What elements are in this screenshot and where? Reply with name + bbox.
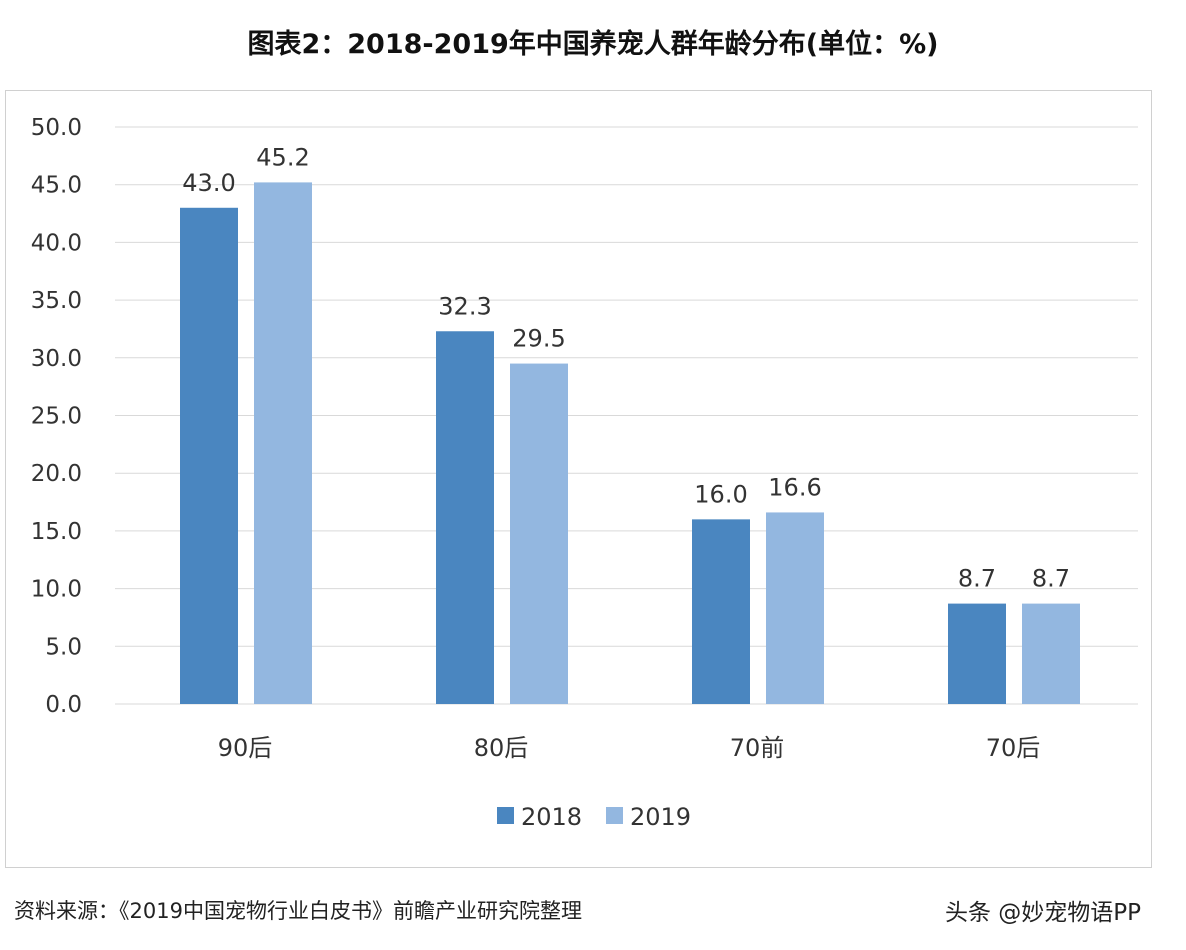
y-tick-label: 20.0 bbox=[31, 461, 82, 487]
y-tick-label: 15.0 bbox=[31, 519, 82, 545]
y-tick-label: 5.0 bbox=[45, 634, 82, 660]
source-note: 资料来源：《2019中国宠物行业白皮书》前瞻产业研究院整理 bbox=[14, 899, 582, 923]
bar-2018 bbox=[436, 331, 494, 704]
x-tick-label: 90后 bbox=[218, 734, 273, 762]
data-label: 8.7 bbox=[958, 565, 996, 593]
data-label: 29.5 bbox=[512, 325, 565, 353]
bar-2019 bbox=[766, 512, 824, 704]
bar-2018 bbox=[948, 603, 1006, 704]
y-tick-label: 0.0 bbox=[45, 692, 82, 718]
bar-2019 bbox=[1022, 603, 1080, 704]
bar-2019 bbox=[254, 182, 312, 705]
y-tick-label: 50.0 bbox=[31, 115, 82, 141]
bar-2018 bbox=[692, 519, 750, 704]
y-tick-label: 45.0 bbox=[31, 173, 82, 199]
data-label: 16.0 bbox=[694, 480, 747, 508]
x-tick-label: 70后 bbox=[986, 734, 1041, 762]
legend-label: 2019 bbox=[630, 803, 691, 831]
x-tick-label: 80后 bbox=[474, 734, 529, 762]
watermark: 头条 @妙宠物语PP bbox=[945, 900, 1142, 926]
y-tick-label: 30.0 bbox=[31, 346, 82, 372]
y-tick-label: 10.0 bbox=[31, 577, 82, 603]
data-label: 43.0 bbox=[182, 169, 235, 197]
bar-2019 bbox=[510, 363, 568, 704]
y-tick-label: 35.0 bbox=[31, 288, 82, 314]
chart-title: 图表2：2018-2019年中国养宠人群年龄分布(单位：%) bbox=[247, 29, 939, 60]
data-label: 16.6 bbox=[768, 473, 821, 501]
data-label: 8.7 bbox=[1032, 565, 1070, 593]
legend-label: 2018 bbox=[521, 803, 582, 831]
data-label: 32.3 bbox=[438, 292, 491, 320]
plot-frame bbox=[5, 90, 1152, 868]
legend-swatch-2018 bbox=[497, 807, 514, 824]
data-label: 45.2 bbox=[256, 143, 309, 171]
y-tick-label: 40.0 bbox=[31, 230, 82, 256]
y-tick-label: 25.0 bbox=[31, 404, 82, 430]
bar-2018 bbox=[180, 207, 238, 704]
x-tick-label: 70前 bbox=[730, 734, 785, 762]
legend-swatch-2019 bbox=[606, 807, 623, 824]
